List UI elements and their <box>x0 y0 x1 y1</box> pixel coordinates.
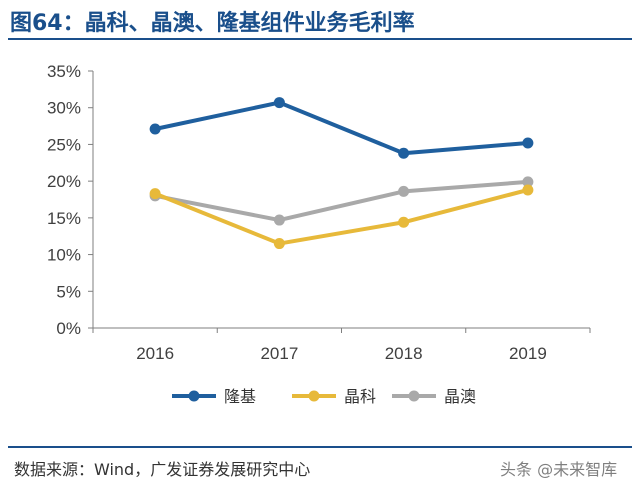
data-point <box>398 147 410 159</box>
data-point <box>522 184 534 196</box>
source-note: 数据来源：Wind，广发证券发展研究中心 <box>14 460 311 479</box>
footer-divider <box>8 446 632 448</box>
y-tick-label: 0% <box>56 319 81 338</box>
legend-label: 晶科 <box>344 388 376 406</box>
data-point <box>398 185 410 197</box>
y-tick-label: 5% <box>56 282 81 301</box>
chart-axes: 0% 5% 10% 15% 20% 25% 30% 35% 2016 2017 2018 2019 <box>47 62 591 363</box>
series-line <box>153 179 530 223</box>
legend-swatch-marker <box>308 390 320 402</box>
data-point <box>149 123 161 135</box>
y-tick-label: 20% <box>47 172 81 191</box>
chart-series <box>149 97 534 250</box>
x-tick-label: 2019 <box>509 344 547 363</box>
y-tick-label: 10% <box>47 246 81 265</box>
legend-label: 隆基 <box>224 388 256 406</box>
chart-legend: 隆基 晶科 晶澳 <box>172 388 476 406</box>
title-bar: 图64：晶科、晶澳、隆基组件业务毛利率 <box>0 0 640 40</box>
series-line <box>153 100 530 156</box>
data-point <box>273 238 285 250</box>
legend-item: 隆基 <box>172 388 256 406</box>
data-point <box>273 214 285 226</box>
x-tick-label: 2018 <box>385 344 423 363</box>
data-point <box>522 176 534 188</box>
legend-swatch-marker <box>408 390 420 402</box>
data-point <box>273 97 285 109</box>
title-divider <box>8 38 632 40</box>
series-line <box>153 187 530 246</box>
data-point <box>398 216 410 228</box>
legend-swatch-marker <box>188 390 200 402</box>
legend-item: 晶澳 <box>392 388 476 406</box>
x-tick-label: 2016 <box>136 344 174 363</box>
data-point <box>522 137 534 149</box>
y-tick-label: 30% <box>47 99 81 118</box>
chart-title: 图64：晶科、晶澳、隆基组件业务毛利率 <box>10 11 415 36</box>
y-tick-label: 15% <box>47 209 81 228</box>
legend-item: 晶科 <box>292 388 376 406</box>
series-隆基 <box>149 97 534 159</box>
data-point <box>149 188 161 200</box>
legend-label: 晶澳 <box>444 388 476 406</box>
series-晶澳 <box>149 176 534 226</box>
line-chart: 0% 5% 10% 15% 20% 25% 30% 35% 2016 2017 2018 2019 隆… <box>47 62 591 406</box>
watermark: 头条 @未来智库 <box>500 460 618 479</box>
series-晶科 <box>149 184 534 250</box>
y-tick-label: 25% <box>47 135 81 154</box>
y-tick-label: 35% <box>47 62 81 81</box>
x-tick-label: 2017 <box>260 344 298 363</box>
